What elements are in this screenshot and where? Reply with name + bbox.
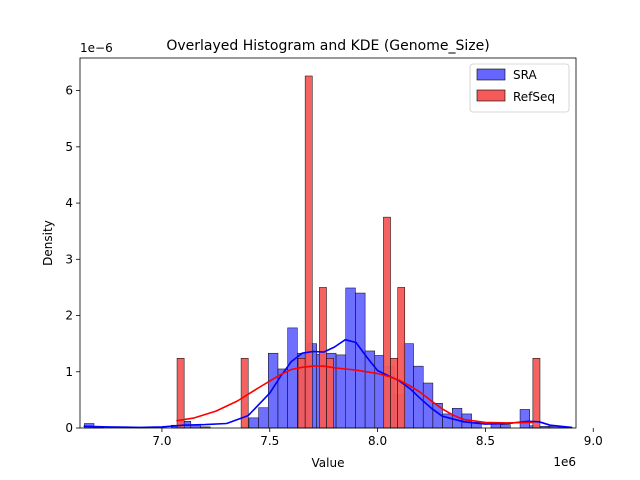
y-tick-label: 0 bbox=[65, 421, 73, 435]
sra-bar bbox=[287, 327, 298, 429]
sra-kde-line bbox=[83, 338, 573, 429]
sra-bar bbox=[519, 409, 530, 429]
refseq-bar bbox=[532, 358, 541, 429]
x-tick-label: 8.5 bbox=[476, 434, 495, 448]
x-offset-label: 1e6 bbox=[553, 455, 576, 469]
y-tick-label: 1 bbox=[65, 365, 73, 379]
y-axis-label: Density bbox=[41, 220, 55, 266]
chart-title: Overlayed Histogram and KDE (Genome_Size… bbox=[166, 38, 489, 54]
plot-frame bbox=[79, 57, 577, 429]
y-tick-label: 4 bbox=[65, 196, 73, 210]
refseq-bar bbox=[390, 358, 398, 429]
sra-bar bbox=[258, 407, 269, 429]
refseq-bar bbox=[304, 75, 313, 429]
y-tick-label: 6 bbox=[65, 84, 73, 98]
refseq-bar bbox=[319, 287, 327, 429]
x-tick-label: 7.0 bbox=[152, 434, 171, 448]
refseq-kde-line bbox=[176, 365, 534, 424]
y-tick-label: 5 bbox=[65, 140, 73, 154]
sra-bar bbox=[355, 292, 366, 429]
legend: SRA RefSeq bbox=[469, 63, 570, 113]
sra-bar bbox=[345, 287, 356, 429]
y-offset-label: 1e−6 bbox=[80, 41, 113, 55]
refseq-bar bbox=[176, 358, 185, 429]
sra-bar bbox=[335, 354, 347, 429]
x-axis-label: Value bbox=[312, 456, 345, 470]
refseq-bar bbox=[383, 216, 391, 429]
sra-bar bbox=[268, 352, 279, 429]
legend-swatch-sra bbox=[476, 68, 506, 81]
sra-bar bbox=[374, 355, 385, 429]
refseq-bar bbox=[397, 287, 406, 429]
refseq-bar bbox=[326, 358, 334, 429]
sra-bar bbox=[248, 417, 259, 429]
x-tick-label: 9.0 bbox=[584, 434, 603, 448]
x-tick-label: 8.0 bbox=[368, 434, 387, 448]
y-axis-ticks: 0 1 2 3 4 5 6 bbox=[65, 84, 80, 435]
sra-bar bbox=[500, 424, 511, 429]
kde-lines bbox=[83, 338, 573, 429]
legend-label-sra: SRA bbox=[513, 68, 537, 82]
x-axis-ticks: 7.0 7.5 8.0 8.5 9.0 bbox=[152, 428, 603, 448]
legend-swatch-refseq bbox=[476, 89, 506, 102]
y-tick-label: 2 bbox=[65, 309, 73, 323]
sra-bar bbox=[364, 350, 376, 429]
y-tick-label: 3 bbox=[65, 252, 73, 266]
x-tick-label: 7.5 bbox=[260, 434, 279, 448]
legend-label-refseq: RefSeq bbox=[513, 90, 555, 104]
